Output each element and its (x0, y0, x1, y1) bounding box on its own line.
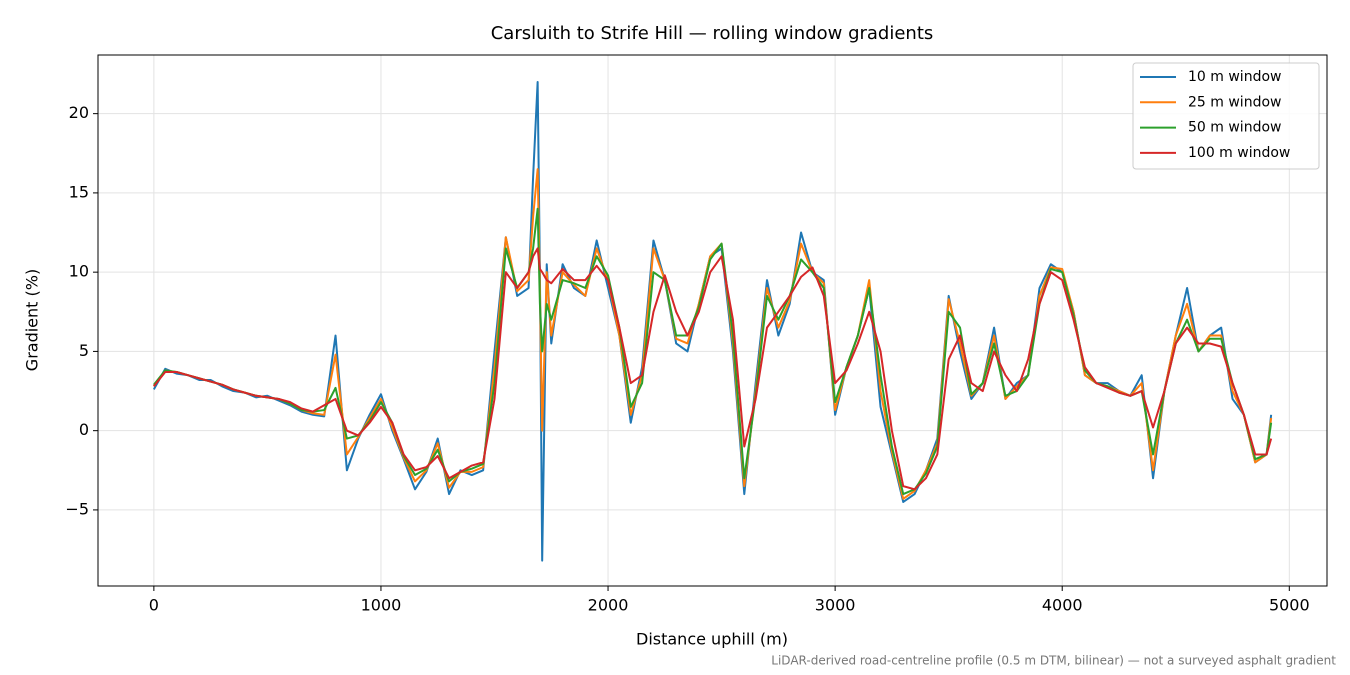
series-line (153, 168, 1273, 500)
legend-label: 100 m window (1188, 145, 1290, 161)
legend-label: 50 m window (1188, 120, 1281, 136)
x-tick-label: 4000 (1042, 596, 1083, 615)
x-tick-label: 0 (149, 596, 159, 615)
x-tick-label: 2000 (588, 596, 629, 615)
y-tick-label: 0 (79, 420, 89, 439)
legend-label: 10 m window (1188, 69, 1281, 85)
legend-box (1132, 62, 1320, 170)
x-axis-label: Distance uphill (m) (636, 630, 788, 649)
series-line (152, 80, 1273, 562)
y-tick-label: 10 (69, 262, 89, 281)
footnote: LiDAR-derived road-centreline profile (0… (771, 654, 1336, 668)
plot-frame (97, 54, 1328, 587)
x-tick-label: 3000 (815, 596, 856, 615)
chart-title: Carsluith to Strife Hill — rolling windo… (491, 23, 934, 44)
y-tick-label: 20 (69, 103, 89, 122)
series-line (153, 247, 1273, 491)
x-tick-label: 1000 (361, 596, 402, 615)
legend-label: 25 m window (1188, 94, 1281, 110)
y-tick-label: 15 (69, 182, 89, 201)
y-axis-label: Gradient (%) (23, 269, 42, 371)
x-tick-label: 5000 (1269, 596, 1310, 615)
y-tick-label: 5 (79, 341, 89, 360)
y-tick-label: −5 (65, 499, 89, 518)
